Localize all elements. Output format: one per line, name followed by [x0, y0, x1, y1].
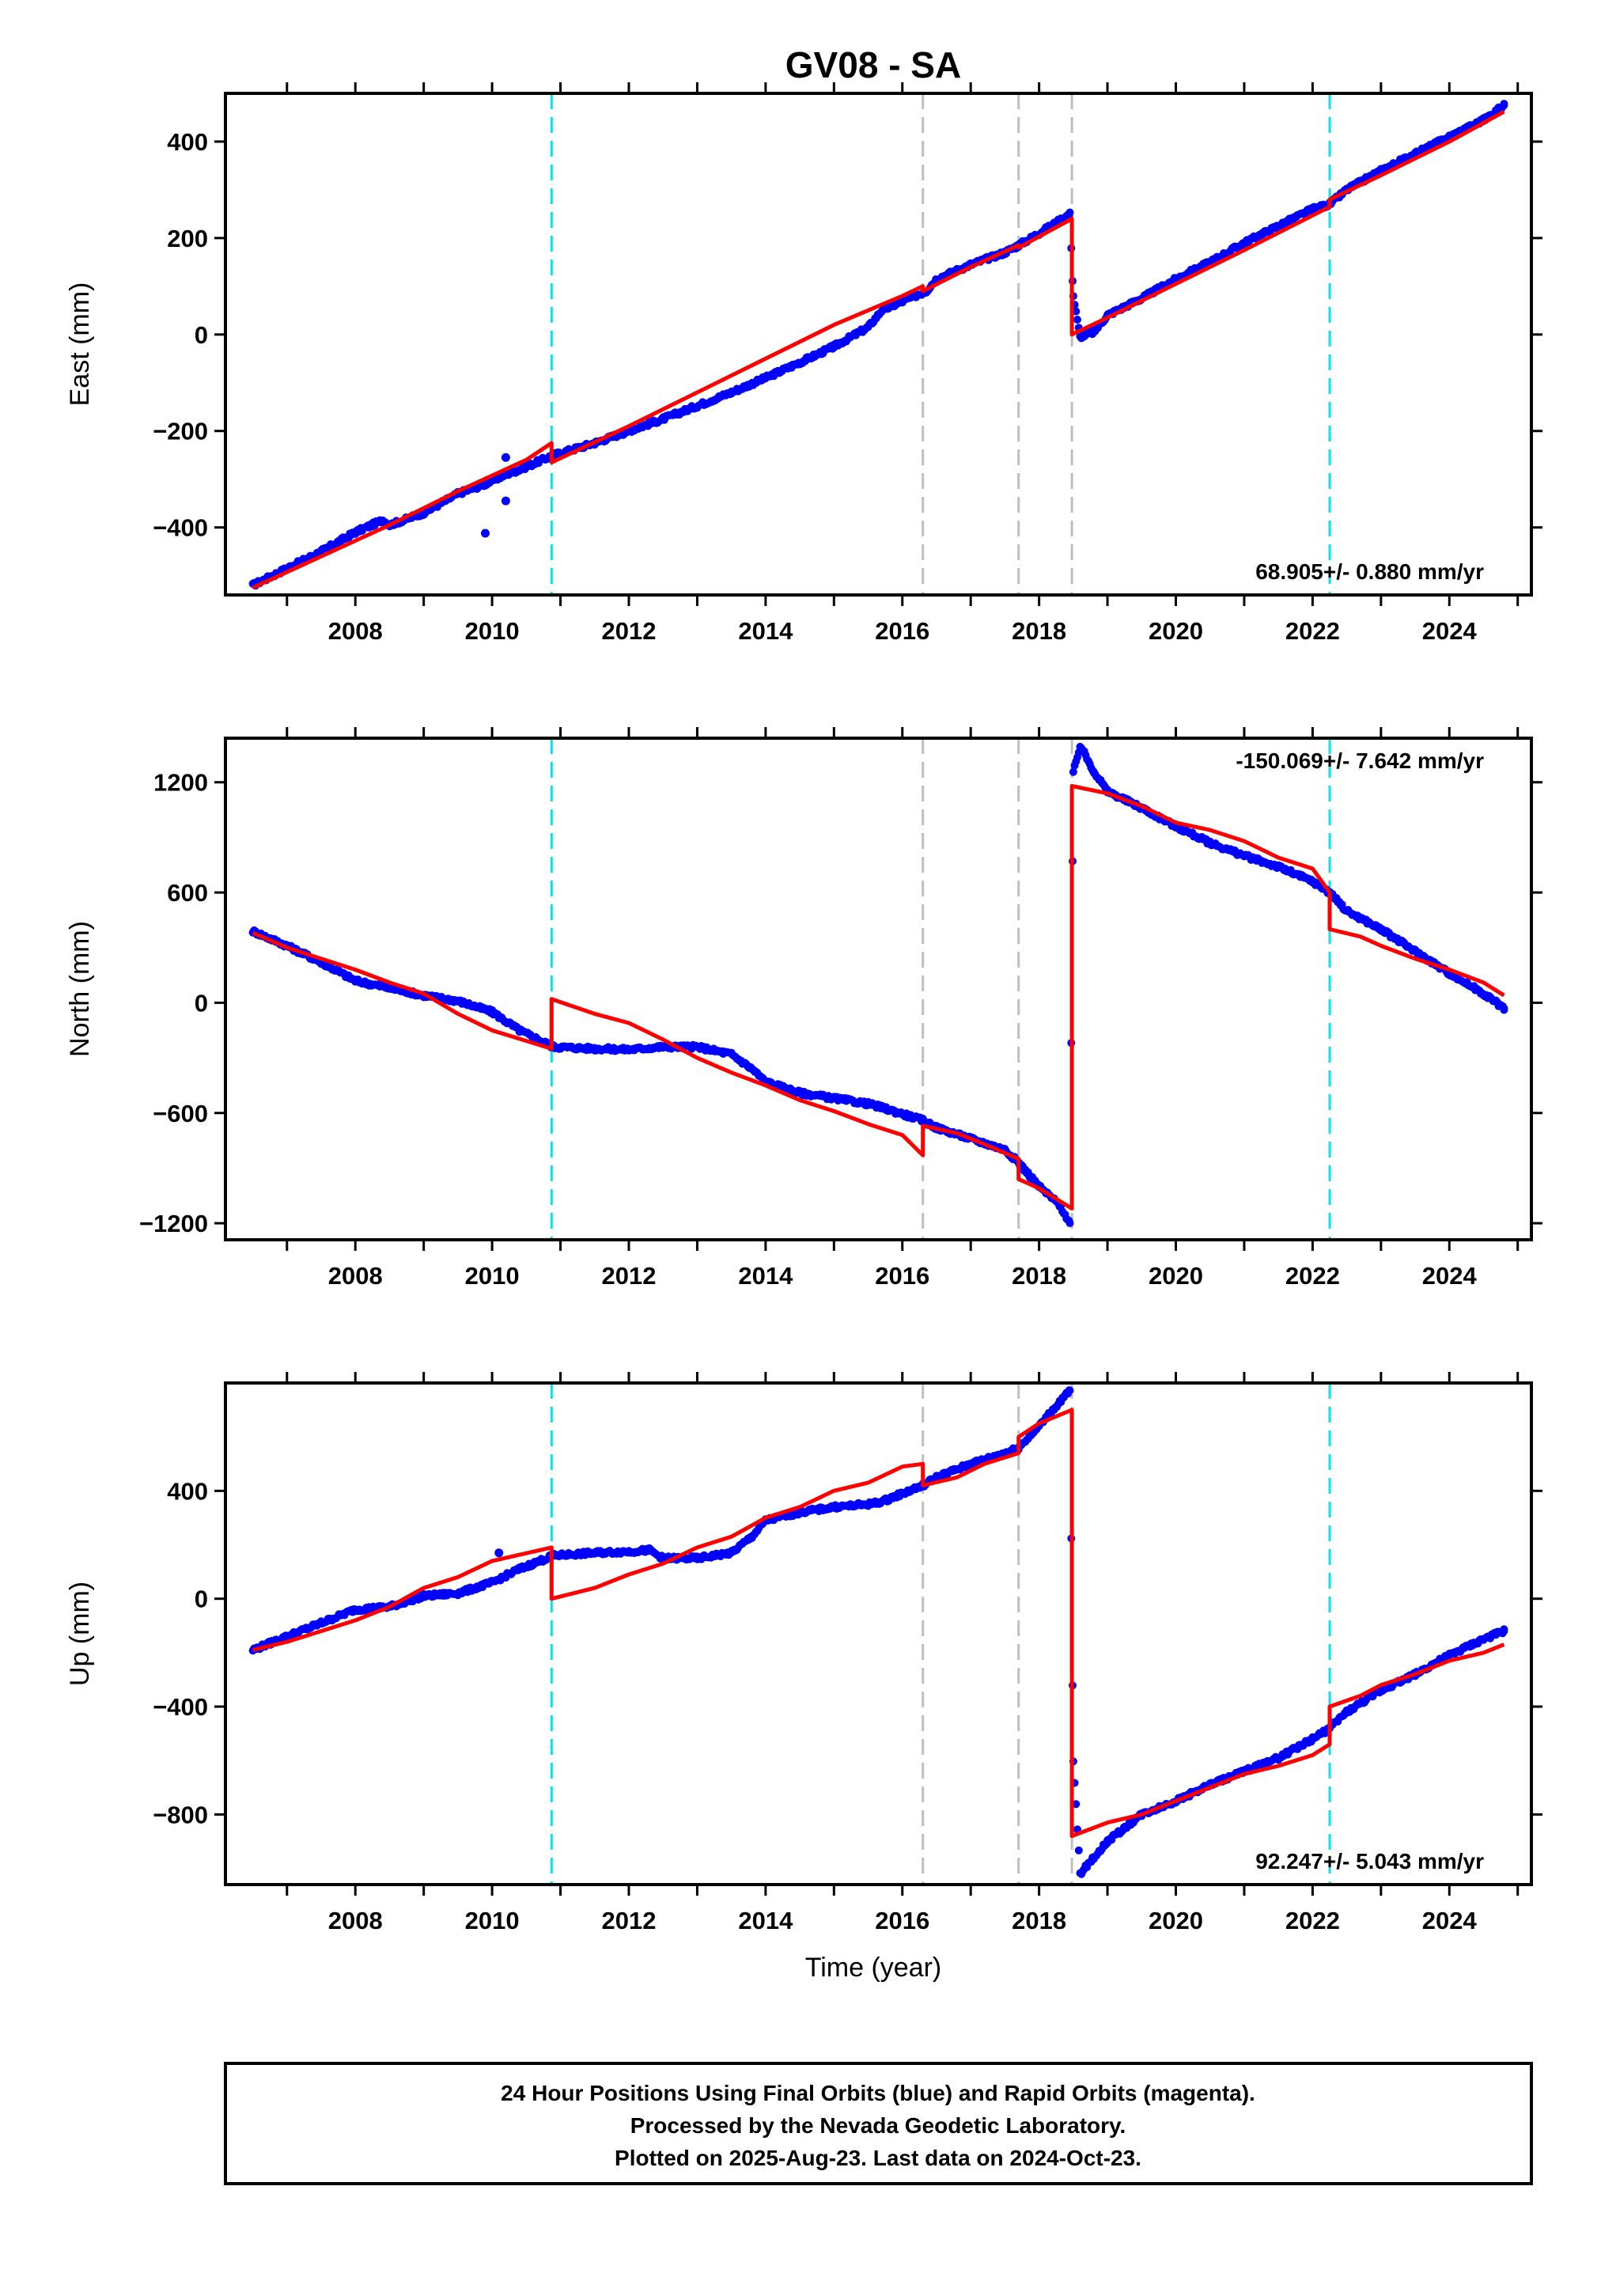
x-tick-label: 2020 [1149, 1907, 1203, 1934]
x-tick-label: 2024 [1422, 617, 1478, 645]
x-tick-label: 2012 [602, 1907, 657, 1934]
x-tick-label: 2008 [328, 1262, 383, 1290]
chart-title: GV08 - SA [785, 44, 961, 85]
east-plot-area [225, 93, 1531, 595]
observed-point [1500, 101, 1508, 110]
x-tick-label: 2012 [602, 617, 657, 645]
up-plot-area [225, 1383, 1531, 1885]
east-outlier-points [480, 453, 510, 538]
outlier-point [501, 453, 510, 462]
north-plot-area [225, 738, 1531, 1240]
y-tick-label: −400 [153, 514, 208, 542]
observed-point [1072, 1800, 1081, 1809]
east-event-lines [550, 93, 1331, 595]
north-rate-label: -150.069+/- 7.642 mm/yr [1236, 748, 1484, 773]
x-tick-label: 2020 [1149, 617, 1203, 645]
north-frame [224, 737, 1533, 1241]
observed-point [1500, 1004, 1508, 1013]
x-tick-label: 2008 [328, 1907, 383, 1934]
y-tick-label: 0 [195, 989, 208, 1017]
y-tick-label: 400 [167, 128, 208, 156]
footer-line-3: Plotted on 2025-Aug-23. Last data on 202… [615, 2146, 1141, 2170]
panel-north: −1200 −600 0 600 1200 2008 2010 2012 2014 2016 201… [65, 727, 1542, 1290]
x-tick-label: 2016 [875, 1907, 929, 1934]
up-model-line [252, 1408, 1505, 1839]
x-tick-label: 2016 [875, 1262, 929, 1290]
y-tick-label: −200 [153, 418, 208, 445]
up-rate-label: 92.247+/- 5.043 mm/yr [1255, 1849, 1484, 1874]
x-tick-label: 2018 [1012, 617, 1066, 645]
y-tick-label: 400 [167, 1477, 208, 1505]
x-tick-label: 2018 [1012, 1907, 1066, 1934]
y-tick-label: 200 [167, 225, 208, 252]
x-tick-label: 2014 [738, 617, 793, 645]
y-tick-label: −400 [153, 1693, 208, 1721]
x-axis-label: Time (year) [805, 1953, 942, 1983]
east-model-line [252, 110, 1505, 590]
observed-point [1065, 1386, 1074, 1395]
footer-line-2: Processed by the Nevada Geodetic Laborat… [630, 2113, 1126, 2138]
north-model-line [252, 783, 1505, 1211]
x-tick-label: 2010 [465, 1907, 520, 1934]
observed-point [1065, 208, 1074, 217]
y-tick-label: −600 [153, 1100, 208, 1127]
observed-point [1065, 1219, 1074, 1227]
north-y-axis-label: North (mm) [65, 921, 95, 1057]
footer-box: 24 Hour Positions Using Final Orbits (bl… [224, 2062, 1533, 2185]
footer-line-1: 24 Hour Positions Using Final Orbits (bl… [501, 2081, 1255, 2105]
east-x-ticks: 2008 2010 2012 2014 2016 2018 2020 2022 2024 [286, 82, 1520, 645]
observed-point [1072, 307, 1081, 316]
x-tick-label: 2020 [1149, 1262, 1203, 1290]
up-x-ticks: 2008 2010 2012 2014 2016 2018 2020 2022 2024 [286, 1372, 1520, 1934]
north-y-ticks: −1200 −600 0 600 1200 [139, 769, 1542, 1237]
north-observed-points [248, 742, 1508, 1227]
y-tick-label: 0 [195, 1586, 208, 1613]
x-tick-label: 2014 [738, 1907, 793, 1934]
panel-up: −800 −400 0 400 2008 2010 2012 2014 2016 2018 2020… [65, 1372, 1542, 1934]
x-tick-label: 2010 [465, 1262, 520, 1290]
x-tick-label: 2016 [875, 617, 929, 645]
outlier-point [501, 496, 510, 506]
y-tick-label: −1200 [139, 1210, 208, 1237]
x-tick-label: 2024 [1422, 1907, 1478, 1934]
x-tick-label: 2010 [465, 617, 520, 645]
up-outlier-points [494, 1548, 504, 1558]
east-rate-label: 68.905+/- 0.880 mm/yr [1255, 559, 1484, 584]
up-y-axis-label: Up (mm) [65, 1582, 95, 1686]
east-y-ticks: −400 −200 0 200 400 [153, 128, 1542, 542]
outlier-point [494, 1548, 504, 1558]
x-tick-label: 2014 [738, 1262, 793, 1290]
up-series [248, 1386, 1508, 1878]
up-y-ticks: −800 −400 0 400 [153, 1477, 1542, 1828]
up-frame [224, 1381, 1533, 1886]
observed-point [1073, 316, 1081, 324]
x-tick-label: 2018 [1012, 1262, 1066, 1290]
east-y-axis-label: East (mm) [65, 282, 95, 407]
observed-point [1069, 767, 1077, 776]
observed-point [1500, 1627, 1508, 1635]
observed-point [1074, 1846, 1083, 1855]
y-tick-label: 1200 [153, 769, 208, 797]
outlier-point [480, 529, 490, 538]
x-tick-label: 2008 [328, 617, 383, 645]
x-tick-label: 2022 [1285, 617, 1340, 645]
x-tick-label: 2024 [1422, 1262, 1478, 1290]
x-tick-label: 2012 [602, 1262, 657, 1290]
east-series [248, 100, 1508, 590]
x-tick-label: 2022 [1285, 1262, 1340, 1290]
east-frame [224, 92, 1533, 597]
x-tick-label: 2022 [1285, 1907, 1340, 1934]
north-x-ticks: 2008 2010 2012 2014 2016 2018 2020 2022 2024 [286, 727, 1520, 1290]
y-tick-label: 600 [167, 879, 208, 907]
north-series [248, 742, 1508, 1227]
y-tick-label: −800 [153, 1801, 208, 1828]
footer-frame [224, 2062, 1533, 2185]
y-tick-label: 0 [195, 321, 208, 349]
up-observed-points [248, 1386, 1508, 1878]
